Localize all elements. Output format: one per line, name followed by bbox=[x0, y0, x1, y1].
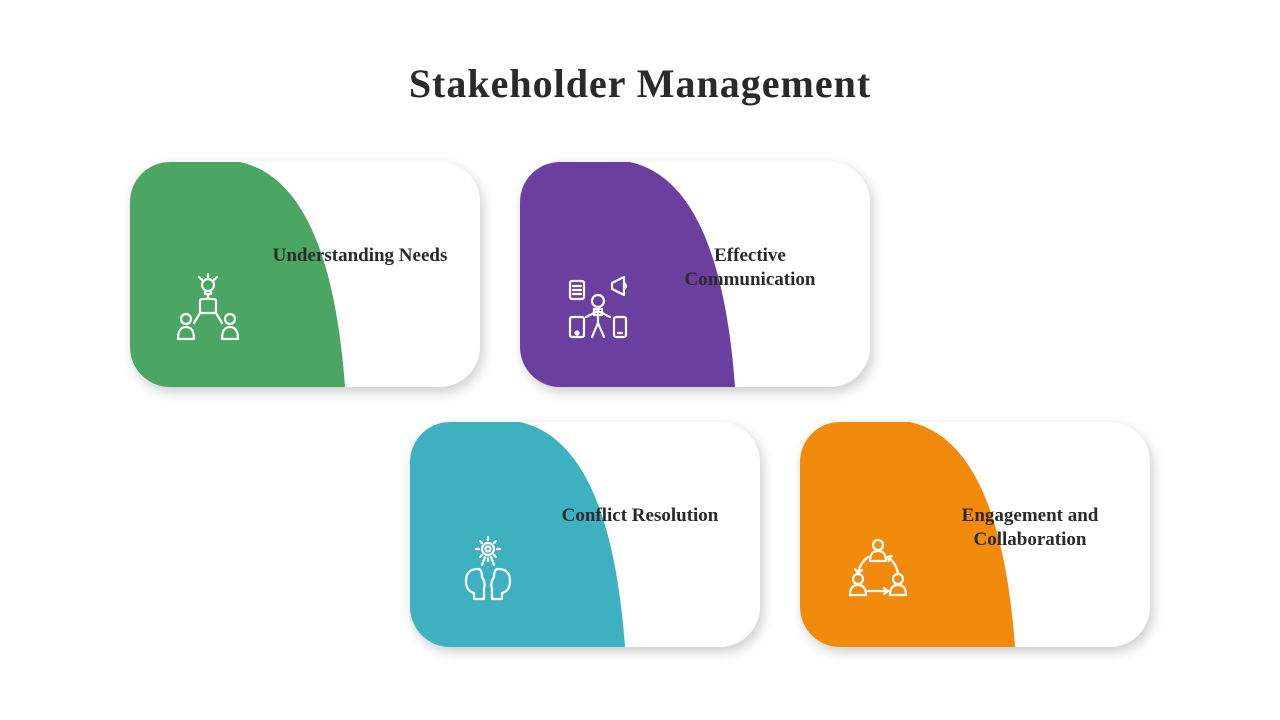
card-understanding-needs: Understanding Needs bbox=[130, 162, 480, 387]
card-label: Effective Communication bbox=[660, 244, 840, 292]
card-label: Engagement and Collaboration bbox=[940, 504, 1120, 552]
people-idea-icon bbox=[168, 269, 248, 349]
card-effective-communication: Effective Communication bbox=[520, 162, 870, 387]
card-engagement-collaboration: Engagement and Collaboration bbox=[800, 422, 1150, 647]
communication-icon bbox=[558, 269, 638, 349]
conflict-icon bbox=[448, 529, 528, 609]
collaboration-icon bbox=[838, 529, 918, 609]
card-label: Understanding Needs bbox=[270, 244, 450, 268]
page-title: Stakeholder Management bbox=[0, 60, 1280, 107]
card-label: Conflict Resolution bbox=[550, 504, 730, 528]
card-conflict-resolution: Conflict Resolution bbox=[410, 422, 760, 647]
